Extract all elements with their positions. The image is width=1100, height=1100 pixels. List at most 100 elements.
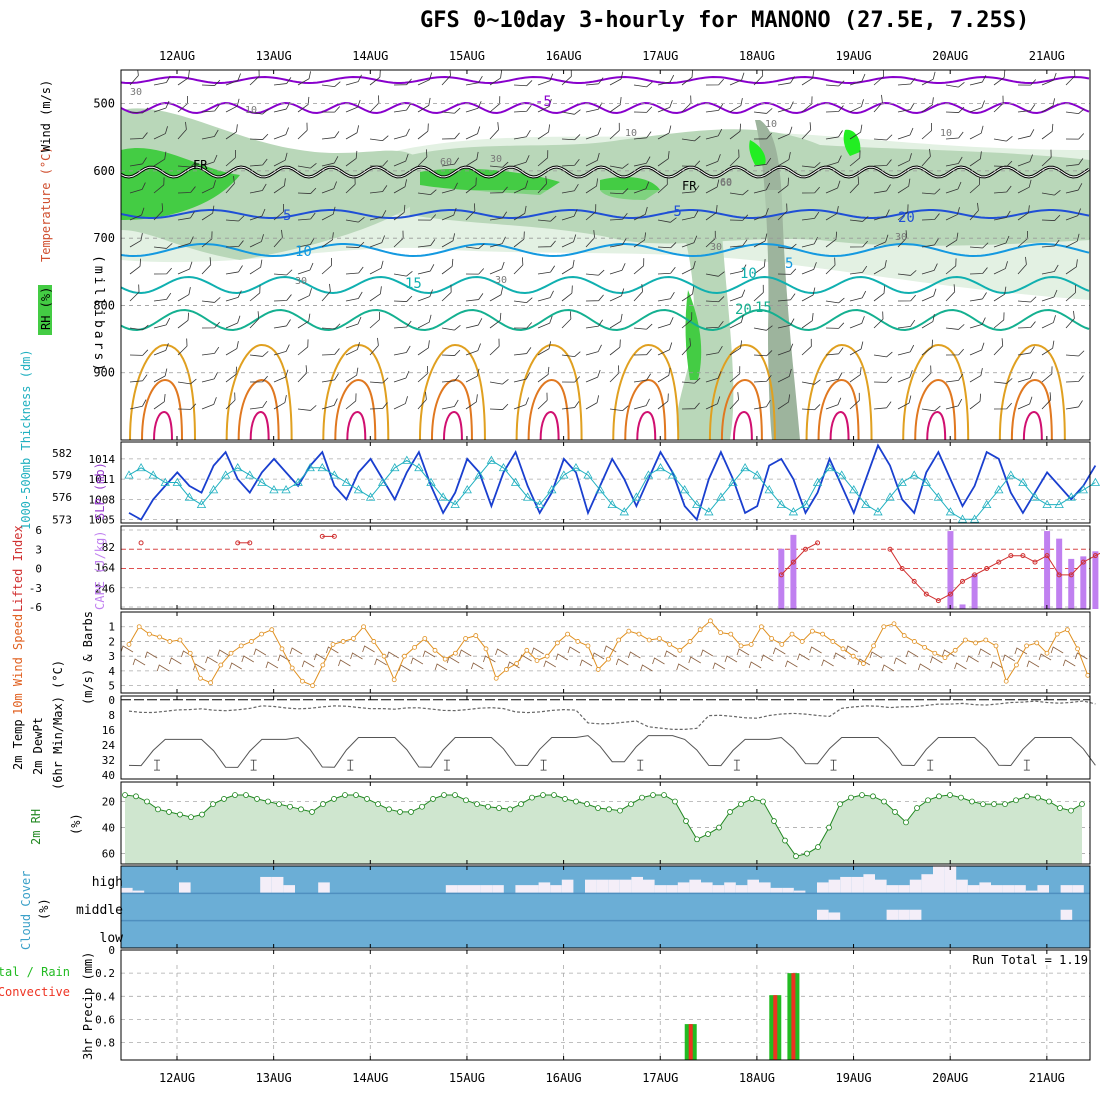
li-marker xyxy=(923,591,929,597)
wind-barb xyxy=(1065,375,1084,383)
wind-barb xyxy=(825,397,842,410)
wind-barb xyxy=(897,204,909,221)
wind-barb xyxy=(825,180,841,194)
thickness-marker xyxy=(752,470,762,479)
wind-barb xyxy=(705,230,716,248)
temp-contour-30 xyxy=(334,378,377,440)
thickness-marker xyxy=(317,462,327,472)
wind10-barb xyxy=(1050,646,1064,654)
rh-contour-label: 10 xyxy=(940,128,952,139)
thickness-marker xyxy=(1066,492,1076,501)
wind10-marker xyxy=(861,661,866,666)
cape-bar xyxy=(790,534,797,609)
wind-barb xyxy=(897,319,916,329)
thickness-marker xyxy=(740,462,750,472)
rh2m-marker xyxy=(606,806,612,813)
wind-barb xyxy=(393,320,412,329)
wind10-barb xyxy=(217,649,230,657)
rh2m-marker xyxy=(144,798,150,805)
cloud-bar-high xyxy=(677,882,690,894)
temp-contour-label: -5 xyxy=(665,204,682,220)
rh2m-marker xyxy=(397,809,403,815)
wind-barb xyxy=(537,290,554,302)
wind-barb xyxy=(129,258,142,275)
wind-barb xyxy=(321,156,339,167)
wind-barb xyxy=(777,101,794,113)
wind-barb xyxy=(657,176,668,194)
wind-barb xyxy=(849,367,862,383)
wind10-marker xyxy=(636,631,642,637)
wind10-marker xyxy=(687,639,693,644)
wind-barb xyxy=(873,376,893,383)
wind-barb xyxy=(417,314,432,329)
wind10-marker xyxy=(422,636,428,641)
wind-barb xyxy=(345,217,365,223)
wind10-marker xyxy=(871,643,876,649)
wind-barb xyxy=(345,291,363,302)
wind10-barb xyxy=(736,648,750,656)
wind-barb xyxy=(993,261,1008,275)
wind-barb xyxy=(969,317,986,329)
rh2m-marker xyxy=(760,798,766,805)
wind-barb xyxy=(393,295,413,302)
wind-barb xyxy=(705,296,725,303)
wind-barb xyxy=(993,378,1013,384)
wind-barb xyxy=(1065,233,1080,248)
cloud-label: Cloud Cover xyxy=(19,871,33,950)
wind-barb xyxy=(825,130,843,140)
cloud-bar-high xyxy=(933,866,945,894)
thickness-marker xyxy=(498,462,509,472)
wind-barb xyxy=(729,264,747,275)
cloud-bar-high xyxy=(260,876,272,894)
wind-barb xyxy=(393,230,404,248)
temp-contour-label: 10 xyxy=(740,266,757,282)
wind10-marker xyxy=(177,637,183,643)
rh2m-marker xyxy=(727,809,733,815)
wind10-marker xyxy=(452,650,458,656)
wind-tick: 1 xyxy=(108,621,115,634)
wind-barb xyxy=(153,292,172,302)
rh2m-marker xyxy=(496,805,502,811)
wind-barb xyxy=(705,345,723,356)
temp-errorbar xyxy=(1023,759,1030,771)
temp-errorbar xyxy=(927,759,934,771)
li-tick: -6 xyxy=(29,601,42,614)
wind-barb xyxy=(297,405,317,411)
wind10-marker xyxy=(197,675,203,681)
wind-tick: 5 xyxy=(108,680,115,693)
wind-barb xyxy=(345,241,365,248)
wind-barb xyxy=(705,103,724,113)
wind-barb xyxy=(177,312,190,329)
wind-barb xyxy=(633,373,652,383)
wind-barb xyxy=(249,208,266,221)
wind-barb xyxy=(729,392,739,410)
wind10-marker xyxy=(708,618,713,624)
wind10-barb xyxy=(156,664,170,672)
wind-barb xyxy=(657,217,677,223)
thickness-marker xyxy=(728,477,738,486)
wind-barb xyxy=(897,294,916,302)
precip-tick: 0 xyxy=(108,944,115,957)
wind-barb xyxy=(201,154,218,167)
wind10-barb xyxy=(458,649,472,657)
wind-barb xyxy=(873,234,889,248)
wind-barb xyxy=(369,312,380,329)
wind10-barb xyxy=(555,653,569,661)
thickness-marker xyxy=(969,514,980,523)
wind-barb xyxy=(561,109,581,115)
wind-barb xyxy=(681,210,699,221)
cloud-bar-high xyxy=(898,885,910,894)
wind-frame xyxy=(120,611,1091,694)
page-title: GFS 0~10day 3-hourly for MANONO (27.5E, … xyxy=(420,8,1030,33)
thickness-marker xyxy=(885,492,895,501)
rh2m-marker xyxy=(287,803,293,810)
rh2m-marker xyxy=(683,818,689,824)
wind-barb xyxy=(249,311,260,329)
wind-tick: 3 xyxy=(108,650,115,663)
precip-conv-bar xyxy=(773,995,778,1060)
temp-contour-35 xyxy=(346,410,367,440)
wind-barb xyxy=(1065,158,1084,167)
wind-barb xyxy=(1041,72,1057,86)
wind-barb xyxy=(129,399,147,410)
wind-barb xyxy=(969,393,982,410)
